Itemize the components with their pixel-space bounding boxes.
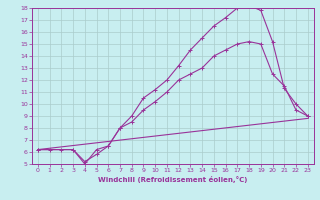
X-axis label: Windchill (Refroidissement éolien,°C): Windchill (Refroidissement éolien,°C) [98,176,247,183]
